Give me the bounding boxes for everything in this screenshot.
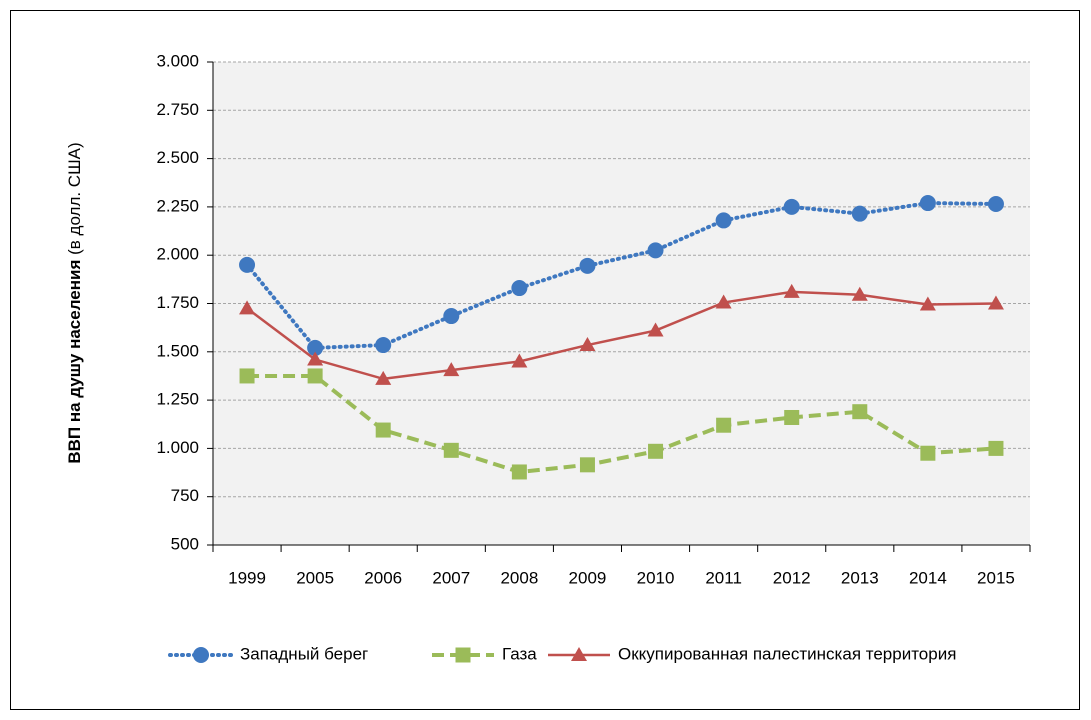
x-tick-label: 2005: [296, 568, 334, 587]
x-tick-label: 2010: [637, 568, 675, 587]
y-tick-label: 2.000: [156, 245, 199, 264]
legend-label: Западный берег: [240, 644, 368, 663]
series-line: [246, 290, 996, 381]
data-point: [647, 242, 664, 259]
data-point: [647, 322, 664, 337]
data-point: [987, 295, 1004, 310]
x-tick-label: 1999: [228, 568, 266, 587]
series-line: [245, 201, 998, 350]
y-axis-label: ВВП на душу населения (в долл. США): [65, 142, 84, 463]
y-tick-label: 2.250: [156, 196, 199, 215]
y-axis-label-unit: (в долл. США): [65, 142, 84, 255]
x-tick-label: 2013: [841, 568, 879, 587]
data-point: [443, 442, 459, 458]
data-point: [443, 308, 460, 325]
data-point: [239, 368, 255, 384]
data-point: [307, 368, 323, 384]
y-tick-label: 1.500: [156, 341, 199, 360]
data-point: [375, 337, 392, 354]
y-axis-label-main: ВВП на душу населения: [65, 260, 84, 464]
data-point: [919, 296, 936, 311]
data-point: [920, 445, 936, 461]
legend-marker: [193, 647, 209, 663]
data-point: [307, 351, 324, 366]
y-tick-label: 3.000: [156, 51, 199, 70]
y-tick-label: 1.000: [156, 438, 199, 457]
x-tick-label: 2008: [500, 568, 538, 587]
data-point: [987, 196, 1004, 213]
data-point: [715, 212, 732, 229]
data-point: [579, 257, 596, 274]
series-line: [247, 373, 997, 475]
x-tick-label: 2015: [977, 568, 1015, 587]
data-point: [784, 409, 800, 425]
data-point: [919, 195, 936, 212]
data-point: [239, 256, 256, 273]
data-point: [783, 283, 800, 298]
data-point: [988, 440, 1004, 456]
data-point: [851, 205, 868, 222]
data-point: [716, 417, 732, 433]
data-point: [783, 198, 800, 215]
x-tick-label: 2009: [569, 568, 607, 587]
y-tick-label: 1.250: [156, 390, 199, 409]
data-point: [239, 300, 256, 315]
data-point: [579, 337, 596, 352]
data-point: [852, 404, 868, 420]
data-point: [375, 422, 391, 438]
x-tick-label: 2014: [909, 568, 947, 587]
legend-label: Оккупированная палестинская территория: [618, 644, 956, 663]
data-point: [375, 370, 392, 385]
data-point: [443, 362, 460, 377]
x-tick-label: 2007: [432, 568, 470, 587]
y-tick-label: 1.750: [156, 293, 199, 312]
y-tick-label: 500: [171, 534, 199, 553]
data-point: [511, 353, 528, 368]
x-tick-label: 2012: [773, 568, 811, 587]
data-point: [511, 464, 527, 480]
x-tick-label: 2011: [705, 568, 742, 587]
y-tick-label: 2.750: [156, 100, 199, 119]
x-tick-label: 2006: [364, 568, 402, 587]
data-point: [307, 339, 324, 356]
legend-label: Газа: [502, 644, 537, 663]
y-tick-label: 750: [171, 486, 199, 505]
data-point: [579, 457, 595, 473]
y-tick-label: 2.500: [156, 148, 199, 167]
legend-marker: [455, 647, 471, 663]
data-point: [715, 294, 732, 309]
data-point: [511, 280, 528, 297]
legend-marker: [571, 647, 587, 661]
data-point: [648, 443, 664, 459]
data-point: [851, 286, 868, 301]
